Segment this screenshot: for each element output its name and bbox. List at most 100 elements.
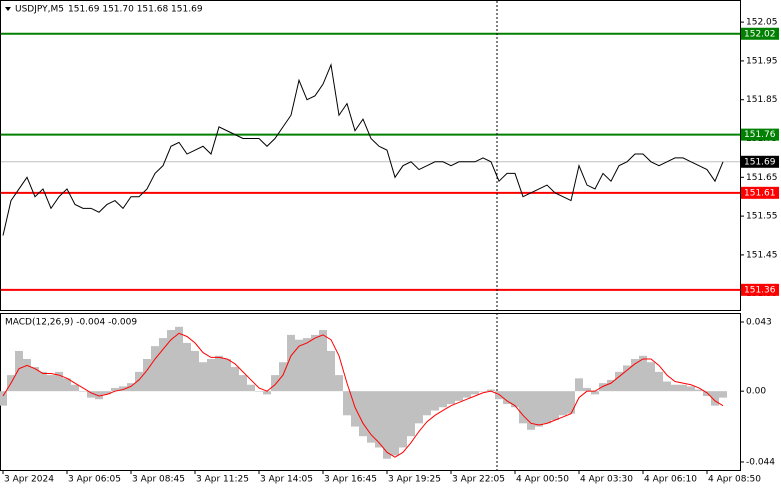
histogram-bar <box>375 391 383 448</box>
histogram-bar <box>175 326 183 392</box>
quote-text: 151.69 151.70 151.68 151.69 <box>68 5 203 15</box>
histogram-bar <box>135 371 143 392</box>
signal-line <box>2 332 724 458</box>
level-label: 151.76 <box>744 130 776 140</box>
histogram-bar <box>239 375 247 392</box>
histogram-bar <box>159 338 167 392</box>
histogram-bar <box>95 391 103 400</box>
histogram-bar <box>463 391 471 398</box>
histogram-bar <box>271 375 279 392</box>
x-tick-label: 3 Apr 11:25 <box>196 475 249 485</box>
histogram-bar <box>311 334 319 392</box>
x-tick-label: 4 Apr 03:30 <box>580 475 633 485</box>
histogram-bar <box>615 371 623 392</box>
histogram-bar <box>647 362 655 392</box>
macd-title: MACD(12,26,9) -0.004 -0.009 <box>5 318 137 328</box>
x-tick-label: 3 Apr 22:05 <box>452 475 505 485</box>
histogram-bar <box>527 391 535 430</box>
histogram-bar <box>487 389 495 392</box>
histogram-bar <box>519 391 527 424</box>
histogram-bar <box>407 391 415 437</box>
y-tick-label: 152.05 <box>746 18 778 28</box>
histogram-bar <box>39 371 47 392</box>
histogram-bar <box>695 389 703 392</box>
histogram-bar <box>671 384 679 392</box>
histogram-bar <box>711 391 719 406</box>
histogram-bar <box>343 391 351 416</box>
level-label-box <box>741 128 779 141</box>
x-tick-label: 3 Apr 14:05 <box>260 475 313 485</box>
histogram-bar <box>423 391 431 416</box>
histogram-bar <box>623 365 631 392</box>
histogram-bar <box>639 355 647 392</box>
histogram-bar <box>359 391 367 437</box>
y-tick-label: 0.043 <box>746 318 772 328</box>
histogram-bar <box>599 383 607 392</box>
x-tick-label: 3 Apr 19:25 <box>388 475 441 485</box>
level-label: 151.61 <box>744 188 776 198</box>
histogram-bar <box>255 391 263 392</box>
histogram-bar <box>31 367 39 392</box>
y-tick-label: 151.65 <box>746 173 778 183</box>
histogram-bar <box>127 383 135 392</box>
histogram-bar <box>607 379 615 392</box>
histogram-bar <box>551 391 559 421</box>
level-label-box <box>741 27 779 40</box>
menu-arrow <box>5 7 11 11</box>
price-panel-frame <box>0 0 741 311</box>
histogram-bar <box>415 391 423 424</box>
x-tick-label: 3 Apr 16:45 <box>324 475 377 485</box>
histogram-bar <box>47 375 55 392</box>
histogram-bar <box>167 330 175 392</box>
y-tick-label: 0.00 <box>746 387 766 397</box>
histogram-bar <box>263 391 271 395</box>
level-label-box <box>741 186 779 199</box>
histogram-bar <box>431 391 439 411</box>
histogram-bar <box>119 386 127 392</box>
level-label-box <box>741 283 779 296</box>
histogram-bar <box>335 375 343 392</box>
histogram-bar <box>63 378 71 392</box>
histogram-bar <box>87 391 95 398</box>
histogram-bar <box>15 350 23 392</box>
level-label: 152.02 <box>744 29 776 39</box>
histogram-bar <box>55 371 63 392</box>
histogram-bar <box>279 362 287 392</box>
level-label: 151.36 <box>744 285 776 295</box>
histogram-bar <box>295 339 303 392</box>
y-tick-label: 151.85 <box>746 95 778 105</box>
histogram-bar <box>191 350 199 392</box>
histogram-bar <box>215 355 223 392</box>
histogram-bar <box>583 387 591 392</box>
level-label: 151.69 <box>744 157 776 167</box>
histogram-bar <box>503 391 511 405</box>
x-tick-label: 3 Apr 06:05 <box>68 475 121 485</box>
histogram-bar <box>207 359 215 392</box>
histogram-bar <box>679 384 687 392</box>
histogram-bar <box>535 391 543 427</box>
y-tick-label: -0.044 <box>746 457 775 467</box>
symbol-title: USDJPY,M5 <box>15 5 64 15</box>
histogram-bar <box>511 391 519 408</box>
histogram-bar <box>559 391 567 416</box>
histogram-bar <box>111 387 119 392</box>
y-tick-label: 151.45 <box>746 250 778 260</box>
histogram-bar <box>591 391 599 395</box>
histogram-bar <box>543 391 551 424</box>
histogram-bar <box>223 359 231 392</box>
level-label-box <box>741 155 779 168</box>
histogram-bar <box>143 359 151 392</box>
x-tick-label: 4 Apr 06:10 <box>644 475 697 485</box>
histogram-bar <box>231 367 239 392</box>
histogram-bar <box>383 391 391 459</box>
histogram-bar <box>439 391 447 408</box>
histogram-bar <box>399 391 407 448</box>
histogram-bar <box>103 391 111 395</box>
histogram-bar <box>471 391 479 395</box>
y-tick-label: 151.55 <box>746 212 778 222</box>
histogram-bar <box>719 391 727 398</box>
histogram-bar <box>495 391 503 400</box>
histogram-bar <box>183 342 191 392</box>
histogram-bar <box>391 391 399 456</box>
histogram-bar <box>79 391 87 392</box>
